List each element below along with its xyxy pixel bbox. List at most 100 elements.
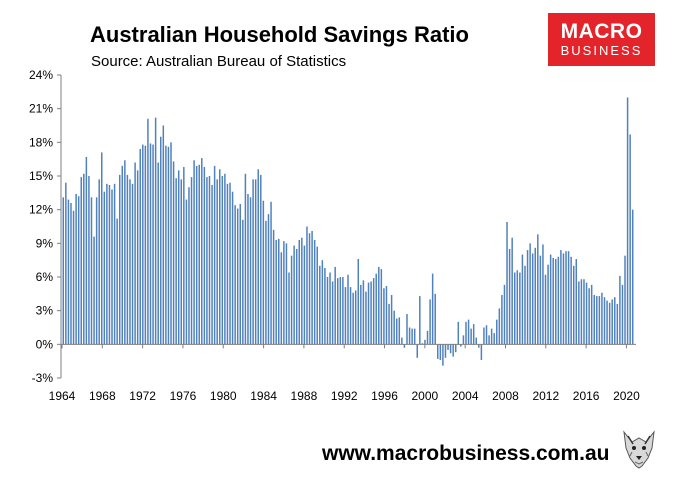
- x-tick-label: 1992: [331, 389, 358, 403]
- bar: [419, 296, 421, 345]
- bar: [362, 280, 365, 345]
- bar: [434, 293, 436, 345]
- bar: [285, 243, 288, 345]
- bar: [303, 245, 306, 345]
- bar: [521, 254, 524, 345]
- bar: [413, 328, 416, 345]
- bar: [267, 214, 270, 345]
- bar: [578, 281, 580, 345]
- bar: [390, 294, 393, 345]
- bar: [62, 197, 65, 345]
- bar: [388, 303, 390, 345]
- bar: [319, 265, 321, 345]
- bar: [249, 197, 252, 345]
- bar: [208, 176, 211, 345]
- x-tick-label: 2016: [573, 389, 600, 403]
- y-tick-label: 24%: [29, 68, 53, 82]
- bar: [485, 325, 488, 345]
- x-tick-label: 1976: [170, 389, 197, 403]
- bar: [90, 197, 93, 345]
- bar: [290, 255, 293, 345]
- bar: [154, 117, 157, 345]
- bar: [142, 144, 144, 345]
- bar: [172, 161, 175, 345]
- bar: [334, 266, 336, 345]
- bar: [588, 288, 590, 345]
- bar: [231, 191, 234, 345]
- bar: [344, 287, 347, 345]
- bar: [560, 250, 562, 345]
- bar: [129, 179, 131, 345]
- bar: [77, 196, 80, 345]
- bar: [342, 277, 344, 345]
- bar: [454, 344, 457, 353]
- bar: [457, 321, 460, 345]
- bar: [393, 310, 395, 345]
- bar: [583, 279, 585, 345]
- bar: [275, 239, 277, 345]
- bar: [488, 335, 490, 345]
- bar: [242, 219, 244, 345]
- bar: [101, 152, 103, 345]
- website-url: www.macrobusiness.com.au: [322, 442, 610, 465]
- bar: [98, 179, 100, 345]
- bar: [257, 169, 259, 345]
- bar: [157, 162, 159, 345]
- bar: [177, 170, 180, 345]
- bar: [421, 343, 424, 345]
- bar: [567, 251, 570, 345]
- bar: [147, 118, 149, 345]
- bar: [590, 284, 593, 345]
- bar: [144, 145, 147, 345]
- bar: [411, 328, 413, 345]
- bar: [301, 237, 303, 345]
- bar: [365, 291, 367, 345]
- bars-group: [62, 97, 634, 366]
- bar: [472, 324, 475, 345]
- bar: [380, 269, 383, 345]
- bar: [531, 253, 534, 345]
- bar: [93, 236, 95, 345]
- bar: [136, 170, 139, 345]
- bar: [470, 328, 472, 345]
- axes-group: -3% 0% 3% 6% 9% 12% 15% 18% 21% 24% 1964 1968 1972 19…: [29, 68, 640, 403]
- bar: [326, 277, 329, 345]
- x-tick-label: 1980: [210, 389, 237, 403]
- bar: [580, 279, 583, 345]
- bar: [529, 243, 531, 345]
- bar: [165, 145, 167, 345]
- bar: [490, 328, 493, 345]
- bar: [272, 229, 275, 345]
- bar: [80, 177, 82, 345]
- bar: [247, 193, 249, 345]
- x-tick-label: 1988: [291, 389, 318, 403]
- bar: [211, 184, 213, 345]
- bar: [88, 176, 90, 345]
- bar: [562, 253, 565, 345]
- bar: [213, 165, 216, 345]
- bar: [121, 165, 124, 345]
- y-tick-label: 18%: [29, 135, 53, 149]
- bar: [185, 199, 188, 345]
- y-tick-label: 0%: [36, 337, 54, 351]
- bar: [108, 184, 111, 345]
- bar: [329, 272, 331, 345]
- bar: [180, 179, 183, 345]
- bar: [631, 209, 634, 345]
- bar: [216, 179, 218, 345]
- bar: [398, 317, 401, 345]
- bar: [611, 299, 613, 345]
- bar: [626, 97, 629, 345]
- bar: [408, 327, 411, 345]
- bar: [347, 274, 349, 345]
- bar: [375, 273, 377, 345]
- bar: [131, 183, 134, 345]
- bar: [226, 183, 229, 345]
- bar: [103, 191, 106, 345]
- bar: [493, 333, 495, 345]
- bar: [603, 297, 606, 345]
- bar: [552, 257, 554, 345]
- bar: [475, 337, 477, 345]
- bar: [116, 218, 118, 345]
